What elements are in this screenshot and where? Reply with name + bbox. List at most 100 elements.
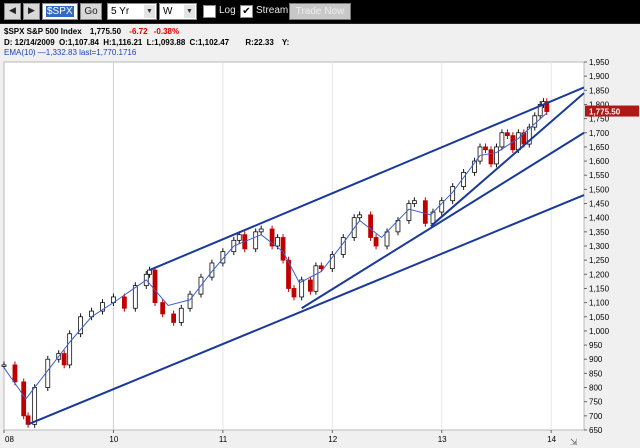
y-tick-label: 1,350 bbox=[589, 228, 610, 237]
candle-body bbox=[373, 237, 379, 247]
candle-body bbox=[318, 265, 324, 270]
ema-readout: EMA(10) —1,332.83 last=1,770.1716 bbox=[4, 48, 137, 57]
y-tick-label: 1,600 bbox=[589, 157, 610, 166]
toolbar: ◀ ▶ $SPX Go 5 Yr ▼ W ▼ Log ✔ Stream Trade … bbox=[0, 0, 640, 24]
x-axis: 08 10 11 12 13 14 bbox=[3, 430, 557, 444]
trendline bbox=[430, 92, 585, 227]
period-select[interactable]: 5 Yr ▼ bbox=[107, 3, 157, 20]
chart-title: $SPX S&P 500 Index 1,775.50 -6.72 -0.38% bbox=[4, 27, 179, 36]
price-chart: $SPX S&P 500 Index 1,775.50 -6.72 -0.38%… bbox=[0, 24, 640, 448]
y-tick-label: 1,000 bbox=[589, 327, 610, 336]
candle-body bbox=[45, 358, 51, 388]
x-tick-label: 13 bbox=[438, 435, 447, 444]
candle-body bbox=[236, 234, 242, 241]
x-tick-label: 12 bbox=[328, 435, 337, 444]
log-checkbox[interactable] bbox=[203, 5, 216, 18]
candle-body bbox=[494, 146, 499, 165]
candle-body bbox=[258, 228, 264, 233]
candle-body bbox=[275, 237, 280, 247]
candle-body bbox=[537, 104, 543, 117]
y-tick-label: 1,750 bbox=[589, 115, 610, 124]
y-tick-label: 950 bbox=[589, 341, 603, 350]
y-tick-label: 1,850 bbox=[589, 86, 610, 95]
candle-body bbox=[544, 101, 550, 112]
y-tick-label: 1,450 bbox=[589, 200, 610, 209]
y-tick-label: 1,050 bbox=[589, 313, 610, 322]
candle-body bbox=[439, 200, 445, 213]
candle-body bbox=[291, 288, 297, 298]
candle-body bbox=[411, 200, 417, 204]
symbol-input[interactable]: $SPX bbox=[42, 3, 78, 20]
back-arrow-icon[interactable]: ◀ bbox=[4, 3, 21, 20]
plot-area bbox=[3, 61, 585, 431]
chevron-down-icon: ▼ bbox=[144, 5, 155, 18]
y-tick-label: 1,800 bbox=[589, 100, 610, 109]
y-tick-label: 1,950 bbox=[589, 58, 610, 67]
candle-body bbox=[422, 200, 428, 224]
y-tick-label: 1,550 bbox=[589, 171, 610, 180]
candle-body bbox=[1, 364, 7, 367]
candle-body bbox=[67, 333, 73, 366]
chart-marks bbox=[1, 62, 585, 430]
ema-line bbox=[3, 112, 548, 400]
candle-body bbox=[100, 302, 105, 312]
candle-body bbox=[220, 251, 226, 264]
candle-body bbox=[368, 214, 374, 238]
stream-checkbox[interactable]: ✔ bbox=[240, 5, 253, 18]
frequency-select[interactable]: W ▼ bbox=[159, 3, 197, 20]
candle-body bbox=[269, 228, 275, 247]
x-tick-label: 08 bbox=[5, 435, 14, 444]
y-tick-label: 1,400 bbox=[589, 214, 610, 223]
y-tick-label: 1,200 bbox=[589, 270, 610, 279]
candle-body bbox=[477, 146, 483, 162]
y-tick-label: 1,100 bbox=[589, 299, 610, 308]
candle-body bbox=[483, 146, 488, 151]
trendline bbox=[301, 131, 585, 310]
x-tick-label: 14 bbox=[547, 435, 556, 444]
candle-body bbox=[121, 296, 127, 309]
y-tick-label: 1,650 bbox=[589, 143, 610, 152]
candle-body bbox=[504, 132, 510, 137]
y-tick-label: 700 bbox=[589, 412, 603, 421]
log-label: Log bbox=[219, 5, 236, 16]
candle-body bbox=[178, 307, 184, 323]
trade-now-button[interactable]: Trade Now bbox=[289, 3, 351, 20]
y-tick-label: 850 bbox=[589, 369, 603, 378]
x-tick-label: 10 bbox=[109, 435, 118, 444]
y-tick-label: 750 bbox=[589, 398, 603, 407]
candle-body bbox=[308, 279, 313, 292]
y-tick-label: 1,300 bbox=[589, 242, 610, 251]
y-tick-label: 1,700 bbox=[589, 129, 610, 138]
y-tick-label: 650 bbox=[589, 426, 603, 435]
candle-body bbox=[406, 203, 412, 221]
candle-body bbox=[515, 132, 521, 151]
candle-body bbox=[340, 237, 346, 255]
candle-body bbox=[253, 231, 259, 250]
candle-body bbox=[488, 149, 494, 165]
x-tick-label: 11 bbox=[219, 435, 228, 444]
candle-body bbox=[209, 262, 215, 278]
trendline bbox=[149, 86, 585, 271]
candle-body bbox=[499, 132, 505, 148]
go-button[interactable]: Go bbox=[80, 3, 102, 20]
candle-body bbox=[187, 293, 193, 309]
resize-grip-icon[interactable]: ⇲ bbox=[570, 438, 578, 448]
candle-body bbox=[299, 279, 305, 298]
candle-body bbox=[171, 313, 177, 323]
candle-body bbox=[32, 387, 38, 425]
trendline bbox=[27, 194, 585, 426]
candle-body bbox=[313, 265, 319, 292]
candle-body bbox=[286, 259, 291, 289]
candle-body bbox=[132, 285, 138, 309]
last-price-tag: 1,775.50 bbox=[585, 105, 639, 117]
y-tick-label: 1,150 bbox=[589, 284, 610, 293]
candle-body bbox=[78, 316, 84, 335]
stream-label: Stream bbox=[256, 5, 289, 16]
candle-body bbox=[21, 381, 27, 417]
y-tick-label: 800 bbox=[589, 384, 603, 393]
candle-body bbox=[472, 160, 477, 173]
forward-arrow-icon[interactable]: ▶ bbox=[23, 3, 40, 20]
candle-body bbox=[61, 353, 67, 366]
y-tick-label: 1,900 bbox=[589, 72, 610, 81]
candle-body bbox=[329, 254, 335, 270]
